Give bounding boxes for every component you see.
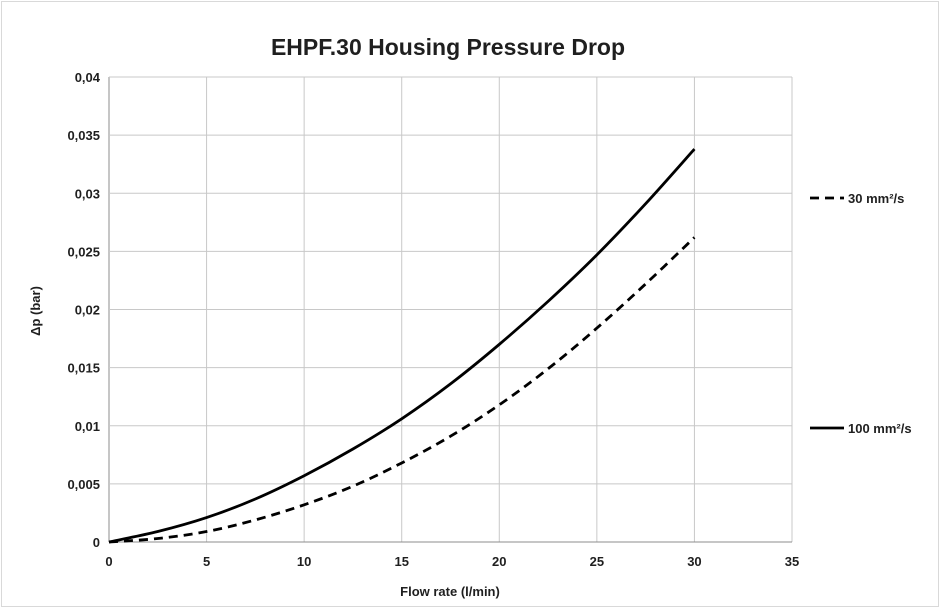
y-tick-label: 0,03 bbox=[75, 186, 100, 201]
x-tick-label: 35 bbox=[785, 554, 799, 569]
tick-layer: 0 5 10 15 20 25 30 35 0 0,005 0,01 0,015 0,02 0,025 0,… bbox=[67, 70, 799, 569]
grid-layer bbox=[108, 76, 793, 543]
x-tick-label: 15 bbox=[394, 554, 408, 569]
chart-title: EHPF.30 Housing Pressure Drop bbox=[271, 34, 625, 60]
y-axis-label: Δp (bar) bbox=[28, 286, 43, 336]
y-tick-label: 0,04 bbox=[75, 70, 101, 85]
x-tick-label: 10 bbox=[297, 554, 311, 569]
y-tick-label: 0,015 bbox=[67, 361, 100, 376]
x-tick-label: 20 bbox=[492, 554, 506, 569]
y-tick-label: 0,02 bbox=[75, 303, 100, 318]
x-tick-label: 5 bbox=[203, 554, 210, 569]
y-tick-label: 0,035 bbox=[67, 128, 100, 143]
legend-label: 30 mm²/s bbox=[848, 191, 904, 206]
x-axis-label: Flow rate (l/min) bbox=[400, 584, 500, 599]
y-tick-label: 0,025 bbox=[67, 244, 100, 259]
x-tick-label: 0 bbox=[105, 554, 112, 569]
series-layer bbox=[108, 148, 696, 544]
series-line-100 bbox=[108, 148, 696, 544]
series-line-30 bbox=[108, 236, 696, 544]
legend: 30 mm²/s 100 mm²/s bbox=[810, 191, 912, 436]
y-tick-label: 0 bbox=[93, 535, 100, 550]
x-tick-label: 30 bbox=[687, 554, 701, 569]
legend-label: 100 mm²/s bbox=[848, 421, 912, 436]
y-tick-label: 0,01 bbox=[75, 419, 100, 434]
y-tick-label: 0,005 bbox=[67, 477, 100, 492]
x-tick-label: 25 bbox=[590, 554, 604, 569]
